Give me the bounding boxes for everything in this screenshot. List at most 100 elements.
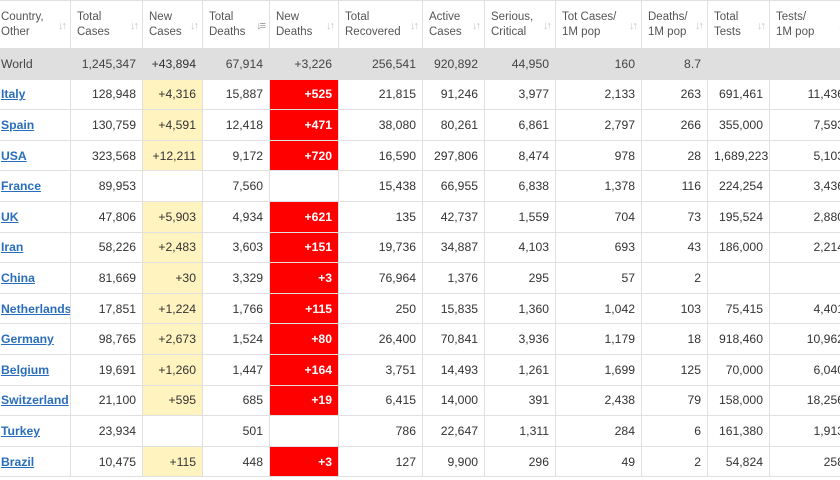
total-cases-cell: 47,806 xyxy=(70,200,143,233)
table-row: Germany 98,765 +2,673 1,524 +80 26,400 70,841 3… xyxy=(0,323,840,355)
total-cases-cell: 323,568 xyxy=(70,139,143,172)
country-link[interactable]: France xyxy=(1,179,41,194)
country-cell: UK xyxy=(0,200,71,233)
total-recovered-cell: 15,438 xyxy=(338,170,423,202)
total-recovered-cell: 19,736 xyxy=(338,231,423,264)
table-row: Netherlands 17,851 +1,224 1,766 +115 250 15,83… xyxy=(0,292,840,325)
country-link[interactable]: UK xyxy=(1,209,19,224)
total-recovered-cell: 250 xyxy=(338,292,423,325)
tot-cases-per-1m-cell: 1,699 xyxy=(555,353,642,386)
total-deaths-cell: 12,418 xyxy=(202,109,270,141)
column-header-total-deaths[interactable]: Total Deaths ↓≡ xyxy=(202,0,270,49)
country-link[interactable]: USA xyxy=(1,148,27,163)
new-deaths-cell: +115 xyxy=(269,292,339,325)
tot-cases-per-1m-cell: 49 xyxy=(555,445,642,478)
sort-icon[interactable]: ↓↑ xyxy=(130,20,139,32)
new-deaths-cell: +80 xyxy=(269,323,339,355)
tests-per-1m-cell: 18,256 xyxy=(769,384,840,417)
active-cases-cell: 920,892 xyxy=(422,48,485,80)
deaths-per-1m-cell: 2 xyxy=(641,262,708,294)
table-row: Iran 58,226 +2,483 3,603 +151 19,736 34,887 4,1… xyxy=(0,231,840,264)
total-deaths-cell: 1,524 xyxy=(202,323,270,355)
column-header-total-cases[interactable]: Total Cases ↓↑ xyxy=(70,0,143,49)
column-header-total-tests[interactable]: Total Tests ↓↑ xyxy=(707,0,770,49)
new-deaths-cell: +525 xyxy=(269,78,339,111)
serious-critical-cell: 1,559 xyxy=(484,200,556,233)
country-link[interactable]: Brazil xyxy=(1,454,35,469)
total-deaths-cell: 448 xyxy=(202,445,270,478)
sort-descending-icon[interactable]: ↓≡ xyxy=(256,20,266,32)
sort-icon[interactable]: ↓↑ xyxy=(190,20,199,32)
deaths-per-1m-cell: 125 xyxy=(641,353,708,386)
country-cell: Germany xyxy=(0,323,71,355)
tests-per-1m-cell xyxy=(769,262,840,294)
table-row: Spain 130,759 +4,591 12,418 +471 38,080 80,261… xyxy=(0,109,840,141)
table-body: World 1,245,347 +43,894 67,914 +3,226 256,541… xyxy=(0,48,840,478)
country-link[interactable]: Netherlands xyxy=(1,301,71,316)
total-recovered-cell: 76,964 xyxy=(338,262,423,294)
total-recovered-cell: 16,590 xyxy=(338,139,423,172)
table-row: France 89,953 7,560 15,438 66,955 6,838 1,378 1… xyxy=(0,170,840,202)
country-link[interactable]: Italy xyxy=(1,87,26,102)
new-cases-cell: +2,483 xyxy=(142,231,203,264)
deaths-per-1m-cell: 6 xyxy=(641,415,708,447)
deaths-per-1m-cell: 103 xyxy=(641,292,708,325)
sort-icon[interactable]: ↓↑ xyxy=(326,20,335,32)
column-header-new-deaths[interactable]: New Deaths ↓↑ xyxy=(269,0,339,49)
active-cases-cell: 80,261 xyxy=(422,109,485,141)
country-link[interactable]: Germany xyxy=(1,332,54,347)
tot-cases-per-1m-cell: 2,438 xyxy=(555,384,642,417)
total-tests-cell: 1,689,223 xyxy=(707,139,770,172)
column-header-label: Serious, Critical xyxy=(491,10,534,38)
serious-critical-cell: 8,474 xyxy=(484,139,556,172)
column-header-label: Total Deaths xyxy=(209,10,246,38)
sort-icon[interactable]: ↓↑ xyxy=(629,20,638,32)
tot-cases-per-1m-cell: 2,797 xyxy=(555,109,642,141)
sort-icon[interactable]: ↓↑ xyxy=(58,20,67,32)
total-deaths-cell: 15,887 xyxy=(202,78,270,111)
total-recovered-cell: 26,400 xyxy=(338,323,423,355)
total-cases-cell: 17,851 xyxy=(70,292,143,325)
column-header-label: Active Cases xyxy=(429,10,462,38)
country-link[interactable]: Spain xyxy=(1,117,35,132)
column-header-country[interactable]: Country, Other ↓↑ xyxy=(0,0,71,49)
country-link[interactable]: China xyxy=(1,270,35,285)
sort-icon[interactable]: ↓↑ xyxy=(472,20,481,32)
country-link[interactable]: Belgium xyxy=(1,362,50,377)
column-header-tot-cases-per-1m[interactable]: Tot Cases/1M pop ↓↑ xyxy=(555,0,642,49)
column-header-tests-per-1m[interactable]: Tests/1M pop ↓↑ xyxy=(769,0,840,49)
country-link[interactable]: Iran xyxy=(1,240,24,255)
country-cell: Spain xyxy=(0,109,71,141)
total-recovered-cell: 3,751 xyxy=(338,353,423,386)
new-cases-cell xyxy=(142,170,203,202)
column-header-total-recovered[interactable]: Total Recovered ↓↑ xyxy=(338,0,423,49)
total-deaths-cell: 685 xyxy=(202,384,270,417)
column-header-new-cases[interactable]: New Cases ↓↑ xyxy=(142,0,203,49)
sort-icon[interactable]: ↓↑ xyxy=(695,20,704,32)
total-deaths-cell: 4,934 xyxy=(202,200,270,233)
sort-icon[interactable]: ↓↑ xyxy=(838,19,840,34)
column-header-serious-critical[interactable]: Serious, Critical ↓↑ xyxy=(484,0,556,49)
tests-per-1m-cell xyxy=(769,48,840,80)
country-link[interactable]: Turkey xyxy=(1,423,41,438)
total-deaths-cell: 7,560 xyxy=(202,170,270,202)
new-cases-cell: +1,260 xyxy=(142,353,203,386)
table-row: Brazil 10,475 +115 448 +3 127 9,900 296 49 2 54,82… xyxy=(0,445,840,478)
tests-per-1m-cell: 11,436 xyxy=(769,78,840,111)
total-cases-cell: 1,245,347 xyxy=(70,48,143,80)
serious-critical-cell: 1,360 xyxy=(484,292,556,325)
total-deaths-cell: 501 xyxy=(202,415,270,447)
sort-icon[interactable]: ↓↑ xyxy=(757,20,766,32)
new-cases-cell: +30 xyxy=(142,262,203,294)
column-header-active-cases[interactable]: Active Cases ↓↑ xyxy=(422,0,485,49)
column-header-deaths-per-1m[interactable]: Deaths/1M pop ↓↑ xyxy=(641,0,708,49)
sort-icon[interactable]: ↓↑ xyxy=(543,20,552,32)
country-link[interactable]: Switzerland xyxy=(1,393,69,408)
total-recovered-cell: 127 xyxy=(338,445,423,478)
deaths-per-1m-cell: 28 xyxy=(641,139,708,172)
sort-icon[interactable]: ↓↑ xyxy=(410,20,419,32)
tests-per-1m-cell: 6,040 xyxy=(769,353,840,386)
active-cases-cell: 70,841 xyxy=(422,323,485,355)
tot-cases-per-1m-cell: 693 xyxy=(555,231,642,264)
total-cases-cell: 81,669 xyxy=(70,262,143,294)
